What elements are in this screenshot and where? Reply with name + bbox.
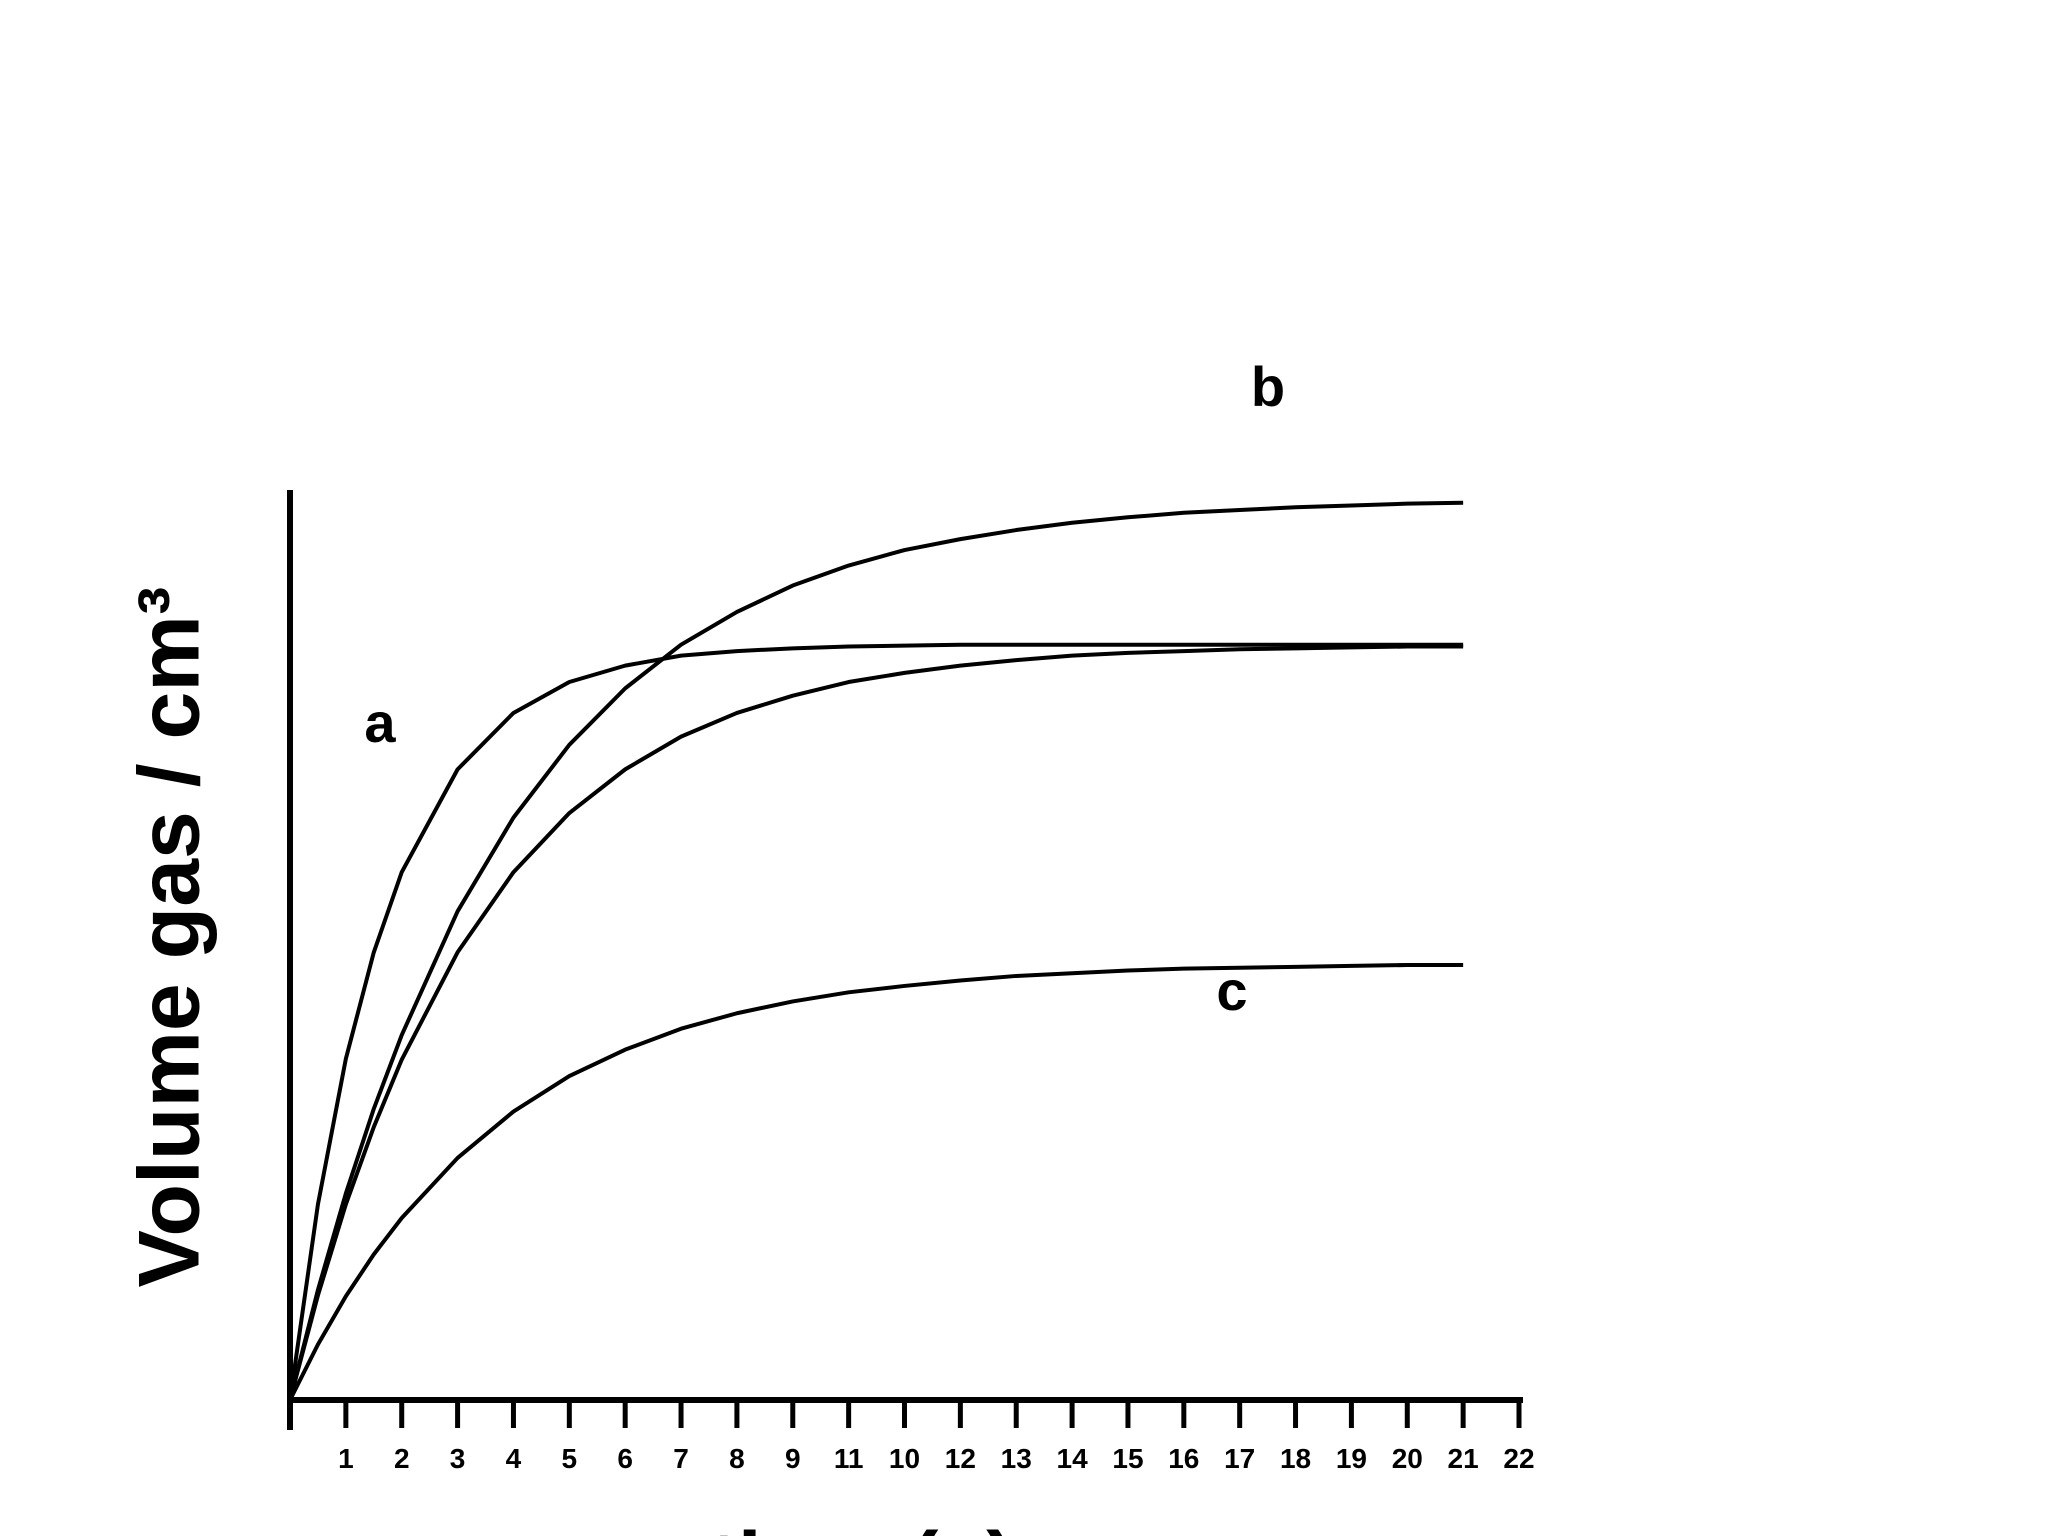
x-tick-label: 3 [450, 1443, 466, 1474]
x-tick-label: 14 [1057, 1443, 1089, 1474]
x-tick-label: 4 [506, 1443, 522, 1474]
curve [288, 500, 1464, 1401]
y-axis-title: Volume gas / cm³ [122, 587, 218, 1288]
x-tick-label: 21 [1448, 1443, 1479, 1474]
curve-label: b [1251, 355, 1285, 418]
x-tick-label: 1 [338, 1443, 354, 1474]
x-tick-label: 20 [1392, 1443, 1423, 1474]
curve [288, 642, 1464, 1401]
x-tick-label: 7 [673, 1443, 689, 1474]
x-tick-label: 18 [1280, 1443, 1311, 1474]
curve-label: a [364, 691, 396, 754]
x-tick-label: 15 [1112, 1443, 1143, 1474]
curve-label: c [1216, 959, 1247, 1022]
x-tick-label: 5 [562, 1443, 578, 1474]
x-tick-label: 9 [785, 1443, 801, 1474]
x-tick-label: 8 [729, 1443, 745, 1474]
x-tick-label: 6 [617, 1443, 633, 1474]
curve [288, 963, 1464, 1401]
x-axis-title: time (s) [709, 1515, 1015, 1536]
x-tick-label: 11 [834, 1443, 864, 1474]
x-tick-label: 13 [1001, 1443, 1032, 1474]
x-tick-label: 12 [945, 1443, 976, 1474]
x-tick-label: 19 [1336, 1443, 1367, 1474]
x-tick-label: 2 [394, 1443, 410, 1474]
x-tick-label: 17 [1224, 1443, 1255, 1474]
x-tick-label: 16 [1168, 1443, 1199, 1474]
x-tick-label: 22 [1503, 1443, 1534, 1474]
curve [288, 644, 1464, 1401]
x-tick-label: 10 [889, 1443, 920, 1474]
